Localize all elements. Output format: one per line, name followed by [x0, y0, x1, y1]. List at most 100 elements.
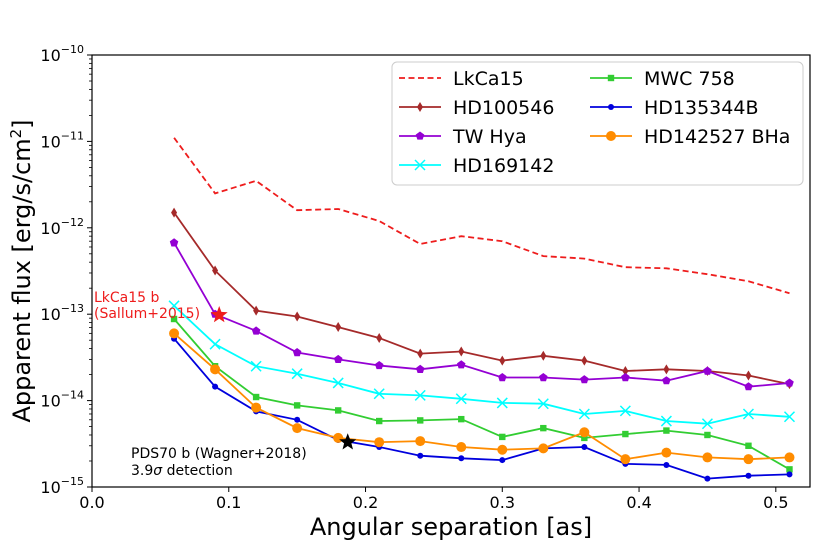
- data-point: [168, 300, 180, 312]
- data-point: [786, 466, 793, 473]
- data-point: [704, 475, 711, 482]
- data-point: [537, 398, 549, 410]
- series-layer: [168, 137, 796, 482]
- data-point: [293, 402, 301, 409]
- series-mwc-758: [170, 315, 793, 473]
- data-point: [417, 417, 424, 424]
- data-point: [417, 348, 424, 359]
- data-point: [458, 455, 465, 462]
- y-tick-label: 10−12: [40, 216, 84, 238]
- legend-item-hd142527-bha: HD142527 BHa: [590, 126, 790, 148]
- data-point: [622, 366, 629, 377]
- legend-marker: [414, 159, 426, 171]
- data-point: [334, 407, 342, 414]
- data-point: [374, 437, 385, 448]
- plot-frame: [91, 54, 811, 488]
- x-tick-label: 0.1: [216, 493, 241, 512]
- series-line-hd142527-bha: [173, 332, 790, 461]
- data-point: [291, 368, 303, 380]
- data-point: [458, 346, 465, 357]
- data-point: [704, 431, 711, 439]
- data-point: [663, 427, 670, 434]
- data-point: [745, 442, 752, 449]
- data-point: [252, 393, 260, 401]
- data-point: [376, 333, 383, 344]
- y-tick-label: 10−14: [40, 389, 84, 411]
- data-point: [212, 265, 219, 276]
- data-point: [743, 454, 754, 465]
- data-point: [538, 443, 549, 454]
- pds70b-label-line2: 3.9σ detection: [131, 463, 233, 479]
- x-tick-label: 0.2: [353, 493, 378, 512]
- data-point: [251, 326, 261, 335]
- series-hd142527-bha: [169, 328, 795, 465]
- series-line-mwc-758: [173, 318, 790, 471]
- legend-label: LkCa15: [453, 68, 524, 90]
- data-point: [335, 322, 342, 333]
- y-axis-label: Apparent flux [erg/s/cm2]: [7, 119, 36, 422]
- data-point: [169, 328, 180, 339]
- data-point: [619, 405, 631, 417]
- data-point: [579, 427, 590, 438]
- data-point: [417, 452, 424, 459]
- series-line-tw-hya: [173, 242, 790, 388]
- data-point: [744, 382, 753, 391]
- legend-label: HD100546: [453, 97, 554, 119]
- y-tick-label: 10−10: [40, 43, 84, 65]
- data-point: [784, 452, 795, 463]
- data-point: [210, 364, 221, 375]
- data-point: [458, 415, 465, 423]
- series-line-hd135344b: [173, 338, 790, 480]
- data-point: [581, 444, 588, 451]
- legend-marker: [606, 131, 616, 141]
- data-point: [292, 348, 302, 357]
- data-point: [333, 354, 343, 363]
- data-point: [745, 472, 752, 479]
- data-point: [581, 355, 588, 366]
- y-tick-label: 10−11: [40, 129, 84, 151]
- data-point: [499, 433, 506, 441]
- lkca15b-label-line2: (Sallum+2015): [94, 306, 200, 322]
- data-point: [251, 402, 262, 413]
- data-point: [620, 454, 631, 465]
- data-point: [415, 436, 426, 447]
- data-point: [622, 430, 629, 438]
- data-point: [745, 370, 752, 381]
- data-point: [660, 415, 672, 427]
- legend-label: HD142527 BHa: [644, 126, 790, 148]
- legend-label: HD135344B: [644, 97, 758, 119]
- data-point: [332, 377, 344, 389]
- data-point: [496, 397, 508, 409]
- annotation-layer: LkCa15 b(Sallum+2015) PDS70 b (Wagner+201…: [94, 290, 357, 479]
- data-point: [253, 305, 260, 316]
- legend-marker: [608, 104, 614, 110]
- data-point: [294, 416, 301, 423]
- lkca15b-label-line1: LkCa15 b: [94, 290, 160, 306]
- legend-item-lkca15: LkCa15: [399, 68, 524, 90]
- data-point: [497, 444, 508, 455]
- data-point: [701, 418, 713, 430]
- series-line-hd169142: [173, 305, 790, 425]
- data-point: [374, 361, 384, 370]
- data-point: [455, 393, 467, 405]
- series-lkca15: [173, 137, 790, 295]
- data-point: [539, 373, 548, 382]
- data-point: [209, 338, 221, 350]
- x-axis: 0.0 0.1 0.2 0.3 0.4 0.5: [79, 487, 789, 512]
- legend-marker: [415, 131, 425, 140]
- data-point: [169, 238, 179, 247]
- legend-item-hd169142: HD169142: [399, 155, 554, 177]
- pds70b-star-marker: [339, 433, 357, 450]
- legend-label: HD169142: [453, 155, 554, 177]
- data-point: [663, 364, 670, 375]
- y-tick-label: 10−15: [40, 475, 84, 497]
- data-point: [294, 311, 301, 322]
- legend-marker: [607, 74, 615, 82]
- y-tick-label: 10−13: [40, 302, 84, 324]
- data-point: [663, 461, 670, 468]
- series-tw-hya: [169, 238, 794, 391]
- data-point: [661, 447, 672, 458]
- data-point: [703, 366, 712, 375]
- legend-label: TW Hya: [452, 126, 527, 148]
- data-point: [414, 389, 426, 401]
